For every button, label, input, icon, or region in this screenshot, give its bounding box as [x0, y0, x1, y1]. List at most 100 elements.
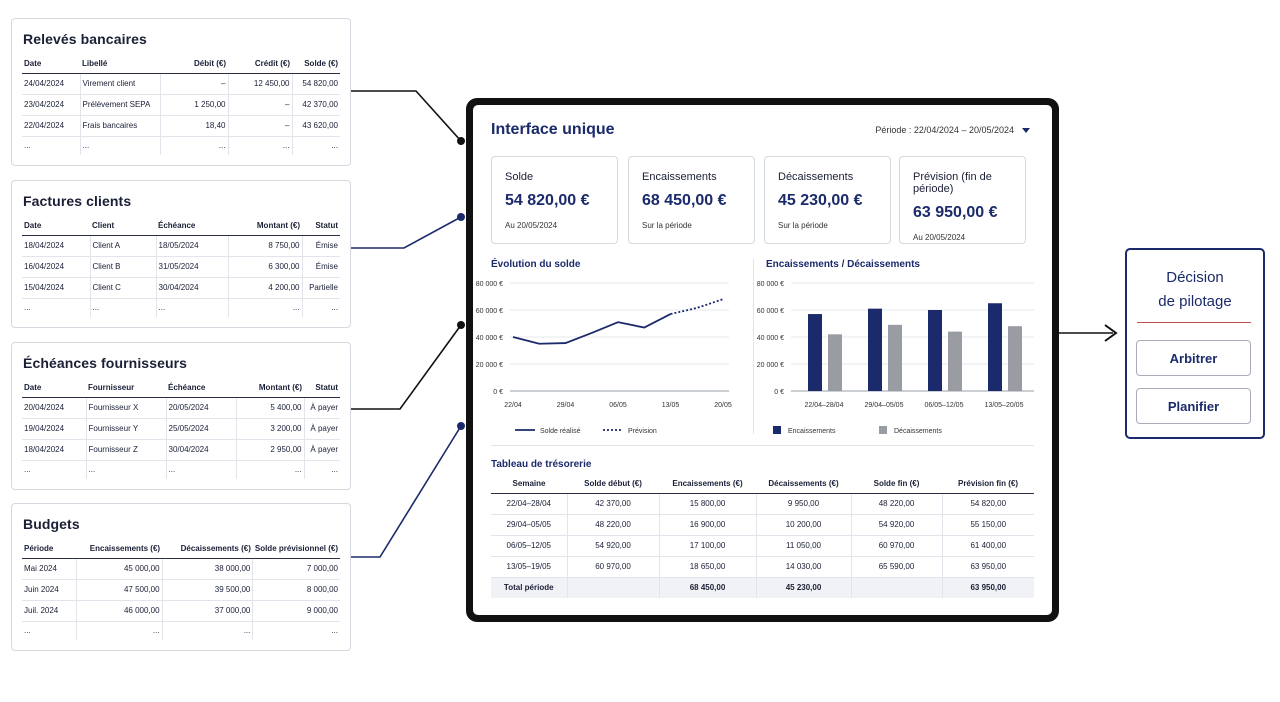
connector-dot-factures [457, 213, 465, 221]
table-cell: 61 400,00 [941, 535, 1034, 557]
table-cell: À payer [303, 418, 340, 440]
column-header: Encaissements (€) [76, 539, 163, 559]
connector-factures [351, 216, 462, 249]
panel-echeances: Échéances fournisseurs Date Fournisseur … [11, 342, 351, 490]
series-line [670, 298, 724, 315]
planifier-button[interactable]: Planifier [1136, 388, 1251, 424]
bar [1008, 326, 1022, 391]
budgets-table: Période Encaissements (€) Décaissements … [22, 539, 340, 640]
column-header: Date [22, 216, 90, 236]
kpi-value: 68 450,00 € [642, 192, 727, 209]
legend-label: Encaissements [788, 428, 836, 435]
arbitrer-button[interactable]: Arbitrer [1136, 340, 1251, 376]
column-header: Date [22, 54, 80, 74]
table-cell: 12 450,00 [227, 73, 292, 95]
y-tick-label: 40 000 € [757, 335, 784, 342]
table-cell: ... [161, 621, 253, 640]
table-cell: Juin 2024 [22, 579, 77, 601]
table-cell: 45 000,00 [76, 558, 163, 580]
table-row: Mai 2024 45 000,00 38 000,00 7 000,00 [22, 558, 340, 580]
table-cell: Client A [89, 235, 156, 257]
table-cell: ... [24, 626, 31, 636]
table-cell: 19/04/2024 [22, 418, 86, 440]
bar [988, 303, 1002, 391]
chevron-down-icon[interactable] [1022, 127, 1030, 133]
table-cell: 42 370,00 [566, 493, 659, 515]
kpi-card-prevision: Prévision (fin de période) 63 950,00 € A… [899, 156, 1026, 244]
table-cell: – [159, 73, 228, 95]
bar [888, 324, 902, 391]
table-cell: Client B [89, 256, 156, 278]
table-cell: 11 050,00 [755, 535, 851, 557]
table-cell: 4 200,00 [227, 277, 302, 299]
table-cell: 23/04/2024 [22, 94, 80, 116]
kpi-value: 54 820,00 € [505, 192, 590, 209]
table-cell: ... [301, 298, 340, 317]
panel-factures-title: Factures clients [23, 193, 132, 209]
table-cell: 46 000,00 [76, 600, 163, 622]
decision-panel: Décision de pilotage Arbitrer Planifier [1125, 248, 1265, 439]
x-tick-label: 06/05–12/05 [925, 402, 964, 409]
table-cell [850, 577, 942, 598]
kpi-card-solde: Solde 54 820,00 € Au 20/05/2024 [491, 156, 618, 244]
table-cell: ... [76, 621, 163, 640]
table-cell: 65 590,00 [850, 556, 942, 578]
column-header: Solde prévisionnel (€) [252, 539, 340, 559]
table-cell: 48 220,00 [850, 493, 942, 515]
panel-budgets: Budgets Période Encaissements (€) Décais… [11, 503, 351, 651]
table-cell: 47 500,00 [76, 579, 163, 601]
table-cell: ... [227, 298, 302, 317]
line-chart-title: Évolution du solde [491, 259, 581, 270]
table-cell: ... [235, 460, 304, 479]
table-cell: 8 750,00 [227, 235, 302, 257]
panel-releves-title: Relevés bancaires [23, 31, 147, 47]
table-cell: 7 000,00 [252, 558, 340, 580]
kpi-card-encaissements: Encaissements 68 450,00 € Sur la période [628, 156, 755, 244]
connector-releves [351, 90, 462, 142]
table-cell: 45 230,00 [755, 577, 851, 598]
bar-chart: 0 € 20 000 € 40 000 € 60 000 € 80 000 € 22/04… [757, 281, 1034, 435]
table-cell: 60 970,00 [850, 535, 942, 557]
table-cell: 30/04/2024 [165, 439, 236, 461]
table-cell: 14 030,00 [755, 556, 851, 578]
column-header: Montant (€) [228, 216, 302, 236]
table-cell: 15/04/2024 [22, 277, 90, 299]
legend-swatch [773, 426, 781, 434]
table-cell: ... [79, 136, 160, 155]
factures-table: Date Client Échéance Montant (€) Statut … [22, 216, 340, 317]
interface-title: Interface unique [491, 121, 615, 138]
table-cell: ... [89, 298, 156, 317]
table-cell: 18/04/2024 [22, 439, 86, 461]
table-cell: 29/04–05/05 [491, 514, 567, 536]
table-cell: 38 000,00 [161, 558, 253, 580]
connector-dot-echeances [457, 321, 465, 329]
kpi-label: Solde [505, 171, 534, 183]
column-header: Statut [304, 378, 340, 398]
table-cell: 63 950,00 [941, 577, 1034, 598]
table-cell: 6 300,00 [227, 256, 302, 278]
table-cell: 63 950,00 [941, 556, 1034, 578]
table-row: ............... [22, 298, 340, 317]
kpi-card-decaissements: Décaissements 45 230,00 € Sur la période [764, 156, 891, 244]
echeances-table: Date Fournisseur Échéance Montant (€) St… [22, 378, 340, 479]
table-cell: 10 200,00 [755, 514, 851, 536]
table-cell: Fournisseur Z [85, 439, 166, 461]
table-cell: Client C [89, 277, 156, 299]
table-cell: ... [24, 141, 31, 151]
period-selector[interactable]: Période : 22/04/2024 – 20/05/2024 [875, 125, 1030, 135]
x-tick-label: 22/04–28/04 [805, 402, 844, 409]
column-header: Solde début (€) [567, 474, 659, 494]
table-cell: 43 620,00 [291, 115, 340, 137]
chart-divider [753, 259, 754, 434]
y-tick-label: 20 000 € [757, 362, 784, 369]
table-cell: À payer [303, 397, 340, 419]
table-row: 15/04/2024 Client C 30/04/2024 4 200,00 Part… [22, 277, 340, 299]
kpi-value: 63 950,00 € [913, 204, 998, 221]
table-cell: 18,40 [159, 115, 228, 137]
column-header: Période [22, 539, 77, 559]
table-cell: 17 100,00 [658, 535, 756, 557]
table-cell: ... [24, 465, 31, 475]
y-tick-label: 0 € [774, 389, 784, 396]
bar [928, 310, 942, 391]
